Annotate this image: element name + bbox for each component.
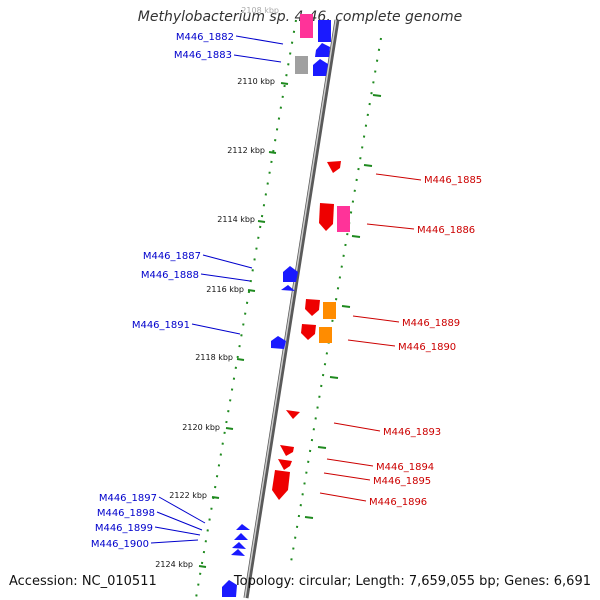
gene-m446-1885[interactable] bbox=[327, 161, 341, 173]
gene-m446-1883[interactable] bbox=[313, 59, 328, 76]
gene-m446-1894[interactable] bbox=[280, 445, 294, 456]
gene-m446-1890a[interactable] bbox=[301, 324, 316, 340]
gene-m446-1886[interactable] bbox=[337, 206, 350, 232]
ruler-ticks bbox=[198, 82, 382, 568]
ruler-label-2118: 2118 kbp bbox=[195, 353, 233, 362]
ruler-label-2122: 2122 kbp bbox=[169, 491, 207, 500]
gene-m446-1897[interactable] bbox=[236, 524, 250, 530]
ruler-labels: 2108 kbp 2110 kbp 2112 kbp 2114 kbp 2116… bbox=[155, 6, 279, 569]
label-m446-1882[interactable]: M446_1882 bbox=[176, 32, 234, 43]
gene-m446-1882[interactable] bbox=[315, 43, 330, 57]
label-m446-1891[interactable]: M446_1891 bbox=[132, 320, 190, 331]
ruler-label-2124: 2124 kbp bbox=[155, 560, 193, 569]
label-m446-1883[interactable]: M446_1883 bbox=[174, 50, 232, 61]
gene-m446-1899[interactable] bbox=[232, 542, 246, 549]
label-m446-1890[interactable]: M446_1890 bbox=[398, 342, 456, 353]
label-m446-1893[interactable]: M446_1893 bbox=[383, 427, 441, 438]
gene-gray[interactable] bbox=[295, 56, 308, 74]
reverse-leaders bbox=[319, 173, 422, 502]
gene-m446-1890[interactable] bbox=[319, 327, 332, 343]
gene-m446-1900[interactable] bbox=[231, 549, 245, 556]
left-ruler-track bbox=[195, 19, 297, 599]
label-m446-1899[interactable]: M446_1899 bbox=[95, 523, 153, 534]
ruler-label-2120: 2120 kbp bbox=[182, 423, 220, 432]
gene-m446-1893[interactable] bbox=[286, 410, 300, 419]
gene-bottom[interactable] bbox=[222, 580, 237, 597]
gene-m446-1886a[interactable] bbox=[319, 203, 334, 231]
gene-m446-1889a[interactable] bbox=[305, 299, 320, 316]
ruler-label-2108: 2108 kbp bbox=[241, 6, 279, 15]
label-m446-1895[interactable]: M446_1895 bbox=[373, 476, 431, 487]
label-m446-1887[interactable]: M446_1887 bbox=[143, 251, 201, 262]
ruler-label-2116: 2116 kbp bbox=[206, 285, 244, 294]
label-m446-1885[interactable]: M446_1885 bbox=[424, 175, 482, 186]
gene-blue-top[interactable] bbox=[318, 20, 331, 42]
gene-m446-1891[interactable] bbox=[271, 336, 286, 349]
gene-m446-1889[interactable] bbox=[323, 302, 336, 319]
label-m446-1897[interactable]: M446_1897 bbox=[99, 493, 157, 504]
gene-pink-top[interactable] bbox=[300, 14, 313, 38]
label-m446-1900[interactable]: M446_1900 bbox=[91, 539, 149, 550]
label-m446-1894[interactable]: M446_1894 bbox=[376, 462, 434, 473]
label-m446-1889[interactable]: M446_1889 bbox=[402, 318, 460, 329]
label-m446-1888[interactable]: M446_1888 bbox=[141, 270, 199, 281]
forward-leaders bbox=[150, 35, 284, 544]
label-m446-1896[interactable]: M446_1896 bbox=[369, 497, 427, 508]
gene-m446-1898[interactable] bbox=[234, 533, 248, 540]
genome-summary-text: Topology: circular; Length: 7,659,055 bp… bbox=[233, 574, 591, 589]
label-m446-1898[interactable]: M446_1898 bbox=[97, 508, 155, 519]
gene-m446-1887[interactable] bbox=[283, 266, 298, 282]
ruler-label-2112: 2112 kbp bbox=[227, 146, 265, 155]
reverse-label-group: M446_1885 M446_1886 M446_1889 M446_1890 … bbox=[369, 175, 482, 508]
genome-backbone bbox=[243, 19, 340, 599]
forward-genes bbox=[222, 14, 331, 597]
accession-text: Accession: NC_010511 bbox=[9, 574, 157, 589]
reverse-genes bbox=[272, 161, 350, 500]
ruler-label-2114: 2114 kbp bbox=[217, 215, 255, 224]
gene-m446-1895[interactable] bbox=[278, 459, 292, 470]
right-ruler-track bbox=[289, 37, 382, 569]
label-m446-1886[interactable]: M446_1886 bbox=[417, 225, 475, 236]
gene-m446-1888[interactable] bbox=[281, 285, 295, 291]
ruler-label-2110: 2110 kbp bbox=[237, 77, 275, 86]
forward-label-group: M446_1882 M446_1883 M446_1887 M446_1888 … bbox=[91, 32, 234, 550]
gene-m446-1896[interactable] bbox=[272, 470, 290, 500]
